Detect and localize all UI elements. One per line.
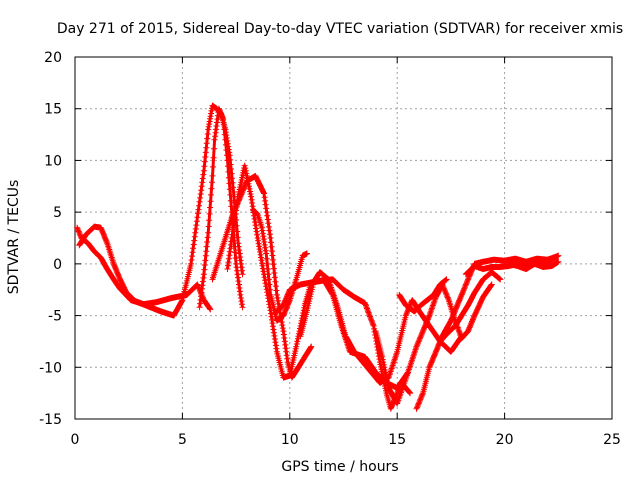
y-tick-label: -10: [39, 360, 62, 376]
y-tick-label: 10: [44, 153, 62, 169]
series-trace: [374, 283, 493, 405]
y-tick-label: 0: [53, 257, 62, 273]
plot-frame: [74, 56, 613, 420]
series-trace: [508, 260, 560, 271]
axes: [74, 56, 613, 420]
series-trace: [273, 277, 412, 411]
series-trace: [398, 278, 448, 313]
series-track-14: [505, 258, 562, 272]
y-axis-label: SDTVAR / TECUs: [6, 180, 22, 295]
series-track-10: [396, 276, 450, 315]
series-track-6: [250, 207, 310, 324]
chart-title: Day 271 of 2015, Sidereal Day-to-day VTE…: [57, 21, 623, 37]
x-tick-label: 15: [388, 432, 406, 448]
y-tick-label: 20: [44, 50, 62, 66]
y-tick-label: -5: [48, 309, 62, 325]
y-tick-label: 5: [53, 205, 62, 221]
x-tick-label: 25: [603, 432, 621, 448]
x-tick-label: 20: [496, 432, 514, 448]
series-trace: [198, 107, 244, 308]
y-tick-label: 15: [44, 102, 62, 118]
series-track-9: [372, 281, 495, 407]
ticks: [74, 56, 613, 420]
series-track-12: [437, 269, 504, 345]
series-trace: [439, 270, 502, 343]
x-tick-label: 0: [71, 432, 80, 448]
x-tick-label: 10: [281, 432, 299, 448]
x-axis-label: GPS time / hours: [281, 459, 398, 475]
series-trace: [252, 209, 308, 323]
series-trace: [226, 164, 410, 390]
tick-labels: 0 5 10 15 20 25 -15 -10 -5 0 5 10 15 20: [39, 50, 621, 448]
series-trace: [299, 270, 463, 385]
series-trace: [211, 174, 313, 380]
x-tick-label: 5: [178, 432, 187, 448]
y-tick-label: -15: [39, 412, 62, 428]
series-layer: [74, 102, 562, 412]
